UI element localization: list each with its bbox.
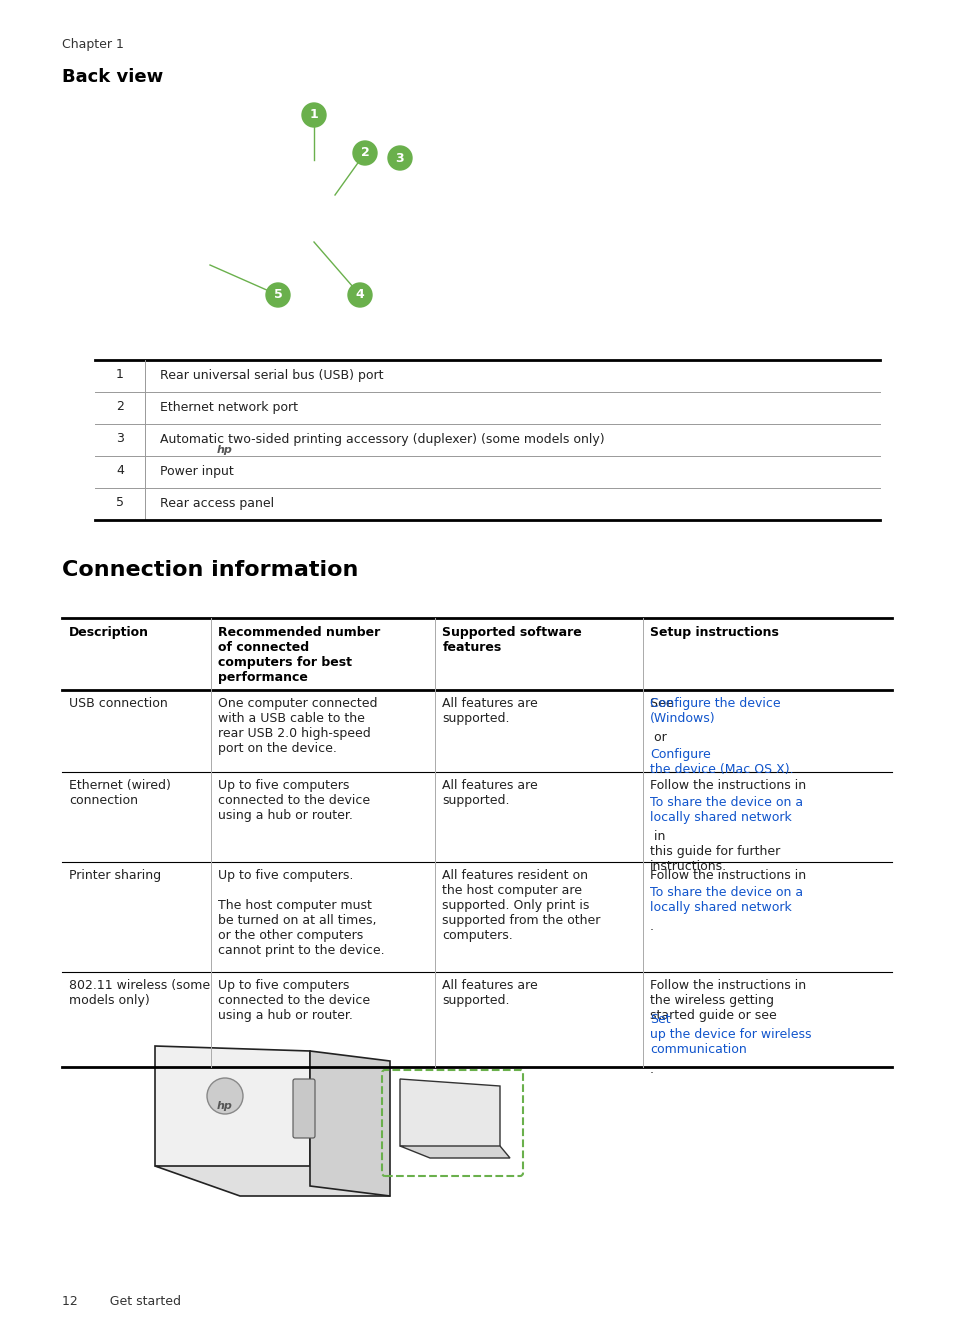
Text: All features are
supported.: All features are supported. — [442, 979, 537, 1007]
Text: Back view: Back view — [62, 67, 163, 86]
Text: Connection information: Connection information — [62, 560, 358, 580]
Text: hp: hp — [217, 1100, 233, 1111]
Text: Up to five computers.

The host computer must
be turned on at all times,
or the : Up to five computers. The host computer … — [218, 869, 385, 956]
Text: Setup instructions: Setup instructions — [649, 626, 778, 639]
Text: 2: 2 — [116, 400, 124, 413]
Circle shape — [348, 283, 372, 306]
Circle shape — [266, 283, 290, 306]
Text: Description: Description — [69, 626, 149, 639]
Text: .: . — [649, 919, 654, 933]
Text: Automatic two-sided printing accessory (duplexer) (some models only): Automatic two-sided printing accessory (… — [160, 432, 604, 445]
Text: Follow the instructions in: Follow the instructions in — [649, 869, 805, 897]
Text: Rear universal serial bus (USB) port: Rear universal serial bus (USB) port — [160, 369, 383, 382]
Text: Chapter 1: Chapter 1 — [62, 38, 124, 52]
Text: .: . — [649, 1063, 654, 1077]
Text: Up to five computers
connected to the device
using a hub or router.: Up to five computers connected to the de… — [218, 779, 370, 822]
FancyBboxPatch shape — [293, 1079, 314, 1137]
Text: 4: 4 — [355, 288, 364, 301]
Text: Rear access panel: Rear access panel — [160, 497, 274, 510]
Circle shape — [207, 1078, 243, 1114]
Text: 3: 3 — [395, 152, 404, 165]
Text: 802.11 wireless (some
models only): 802.11 wireless (some models only) — [69, 979, 210, 1007]
Polygon shape — [399, 1147, 510, 1159]
Text: 12        Get started: 12 Get started — [62, 1295, 181, 1308]
Text: Power input: Power input — [160, 465, 233, 477]
Polygon shape — [399, 1079, 499, 1156]
Text: Supported software
features: Supported software features — [442, 626, 581, 654]
Text: Set
up the device for wireless
communication: Set up the device for wireless communica… — [649, 1013, 811, 1055]
Text: Configure
the device (Mac OS X).: Configure the device (Mac OS X). — [649, 748, 793, 775]
Text: Ethernet (wired)
connection: Ethernet (wired) connection — [69, 779, 171, 807]
Text: Up to five computers
connected to the device
using a hub or router.: Up to five computers connected to the de… — [218, 979, 370, 1022]
Circle shape — [388, 147, 412, 170]
Text: 1: 1 — [310, 108, 318, 122]
Circle shape — [302, 103, 326, 127]
Text: 5: 5 — [274, 288, 282, 301]
Text: See: See — [649, 697, 677, 709]
Text: 1: 1 — [116, 369, 124, 382]
Text: hp: hp — [217, 445, 233, 454]
Text: Follow the instructions in
the wireless getting
started guide or see: Follow the instructions in the wireless … — [649, 979, 805, 1022]
Text: All features are
supported.: All features are supported. — [442, 779, 537, 807]
Text: To share the device on a
locally shared network: To share the device on a locally shared … — [649, 886, 802, 914]
Text: 5: 5 — [116, 497, 124, 510]
Text: Configure the device
(Windows): Configure the device (Windows) — [649, 697, 780, 725]
Text: One computer connected
with a USB cable to the
rear USB 2.0 high-speed
port on t: One computer connected with a USB cable … — [218, 697, 377, 756]
Text: USB connection: USB connection — [69, 697, 168, 709]
Polygon shape — [310, 1052, 390, 1196]
Text: Recommended number
of connected
computers for best
performance: Recommended number of connected computer… — [218, 626, 380, 684]
Polygon shape — [154, 1166, 390, 1196]
Text: All features are
supported.: All features are supported. — [442, 697, 537, 725]
Text: 3: 3 — [116, 432, 124, 445]
Text: Follow the instructions in: Follow the instructions in — [649, 779, 805, 807]
Text: Ethernet network port: Ethernet network port — [160, 400, 297, 413]
Text: To share the device on a
locally shared network: To share the device on a locally shared … — [649, 795, 802, 824]
Text: in
this guide for further
instructions.: in this guide for further instructions. — [649, 830, 780, 873]
Polygon shape — [154, 1046, 310, 1186]
Text: All features resident on
the host computer are
supported. Only print is
supporte: All features resident on the host comput… — [442, 869, 600, 942]
Text: 2: 2 — [360, 147, 369, 160]
Text: Printer sharing: Printer sharing — [69, 869, 161, 882]
Circle shape — [353, 141, 376, 165]
Text: or: or — [649, 731, 670, 744]
Text: 4: 4 — [116, 465, 124, 477]
